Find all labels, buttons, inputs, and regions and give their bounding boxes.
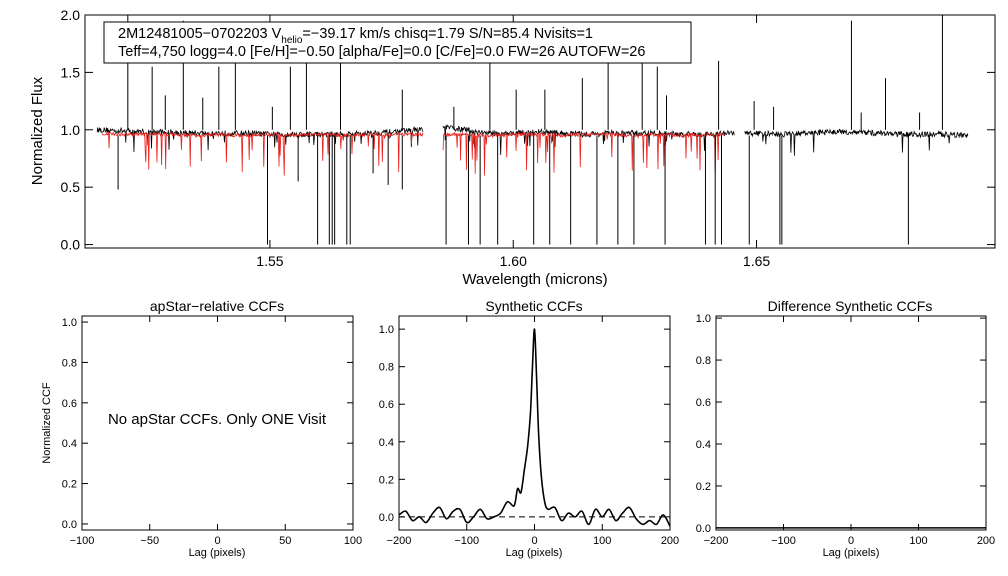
apstar-message: No apStar CCFs. Only ONE Visit (108, 411, 327, 428)
spectrum-y-tick-label: 0.0 (61, 237, 81, 253)
difference-x-tick-label: 100 (909, 535, 927, 547)
synthetic-marks (398, 328, 671, 527)
synthetic-x-tick-label: 200 (661, 535, 679, 547)
synthetic-plot-frame (398, 315, 671, 531)
observed-spectrum-line (96, 124, 969, 156)
apstar-y-tick-label: 0.8 (62, 357, 77, 369)
spectrum-ticks: 1.55 1.60 1.65 0.0 0.5 1.0 1.5 2.0 (61, 7, 995, 269)
synthetic-y-tick-label: 1.0 (379, 324, 394, 336)
info-line-1-values: =−39.17 km/s chisq=1.79 S/N=85.4 Nvisits… (302, 26, 593, 42)
info-line-1-name: 2M12481005−0702203 V (118, 26, 282, 42)
synthetic-ccf-panel: Synthetic CCFs −200 −100 0 100 200 0.0 0.2 0.4 0… (379, 298, 679, 559)
difference-y-tick-label: 0.0 (696, 523, 711, 535)
difference-plot-frame (715, 315, 987, 531)
apstar-x-tick-label: 50 (279, 535, 291, 547)
apstar-y-tick-label: 0.0 (62, 519, 77, 531)
difference-title: Difference Synthetic CCFs (768, 298, 933, 314)
spectrum-y-tick-label: 1.5 (61, 64, 81, 80)
difference-x-tick-label: −200 (704, 535, 729, 547)
spectrum-y-tick-label: 2.0 (61, 7, 81, 23)
apstar-ccf-panel: apStar−relative CCFs −100 −50 0 50 100 0.0 0.2… (41, 298, 362, 559)
apstar-x-tick-label: 0 (214, 535, 220, 547)
synthetic-y-tick-label: 0.2 (379, 474, 394, 486)
spectrum-y-tick-label: 1.0 (61, 122, 81, 138)
synthetic-x-tick-label: 0 (531, 535, 537, 547)
difference-y-tick-label: 0.4 (696, 439, 711, 451)
synthetic-ticks: −200 −100 0 100 200 0.0 0.2 0.4 0.6 0.8 1.0 (379, 316, 679, 547)
apstar-y-tick-label: 0.4 (62, 438, 77, 450)
synthetic-y-tick-label: 0.4 (379, 437, 394, 449)
model-spectrum-line (101, 130, 725, 176)
difference-ccf-panel: Difference Synthetic CCFs −200 −100 0 100 20… (696, 298, 995, 559)
synthetic-y-tick-label: 0.6 (379, 399, 394, 411)
difference-x-tick-label: 200 (977, 535, 995, 547)
synthetic-title: Synthetic CCFs (485, 298, 582, 314)
apstar-title: apStar−relative CCFs (150, 298, 284, 314)
apstar-y-tick-label: 0.6 (62, 398, 77, 410)
spectrum-x-tick-label: 1.55 (256, 253, 283, 269)
difference-y-tick-label: 0.2 (696, 481, 711, 493)
spectrum-x-tick-label: 1.60 (500, 253, 527, 269)
apstar-y-label: Normalized CCF (41, 382, 53, 464)
synthetic-x-tick-label: 100 (593, 535, 611, 547)
spectrum-x-label: Wavelength (microns) (462, 271, 607, 288)
difference-y-tick-label: 1.0 (696, 313, 711, 325)
spectrum-x-tick-label: 1.65 (743, 253, 770, 269)
synthetic-x-label: Lag (pixels) (506, 547, 563, 559)
spectrum-panel: 1.55 1.60 1.65 0.0 0.5 1.0 1.5 2.0 Wavelength (… (29, 7, 996, 288)
difference-x-tick-label: 0 (848, 535, 854, 547)
apstar-x-tick-label: −50 (140, 535, 159, 547)
synthetic-x-tick-label: −200 (387, 535, 412, 547)
info-line-1-subscript: helio (281, 35, 303, 46)
synthetic-ccf-line (398, 328, 671, 527)
spectrum-y-label: Normalized Flux (29, 76, 46, 185)
synthetic-y-tick-label: 0.0 (379, 512, 394, 524)
difference-x-label: Lag (pixels) (823, 547, 880, 559)
apstar-y-tick-label: 0.2 (62, 479, 77, 491)
apstar-x-tick-label: 100 (344, 535, 362, 547)
synthetic-y-tick-label: 0.8 (379, 362, 394, 374)
difference-y-tick-label: 0.8 (696, 355, 711, 367)
apstar-x-tick-label: −100 (70, 535, 95, 547)
info-line-2: Teff=4,750 logg=4.0 [Fe/H]=−0.50 [alpha/… (118, 44, 645, 60)
spectrum-plot-frame (84, 14, 996, 249)
apstar-y-tick-label: 1.0 (62, 317, 77, 329)
difference-x-tick-label: −100 (771, 535, 796, 547)
apstar-x-label: Lag (pixels) (189, 547, 246, 559)
info-line-1: 2M12481005−0702203 Vhelio=−39.17 km/s ch… (118, 26, 593, 46)
info-box (103, 21, 692, 64)
difference-y-tick-label: 0.6 (696, 397, 711, 409)
difference-ticks: −200 −100 0 100 200 0.0 0.2 0.4 0.6 0.8 1.0 (696, 313, 995, 547)
apstar-ticks: −100 −50 0 50 100 0.0 0.2 0.4 0.6 0.8 1.0 (62, 316, 362, 547)
spectrum-y-tick-label: 0.5 (61, 179, 81, 195)
synthetic-x-tick-label: −100 (454, 535, 479, 547)
